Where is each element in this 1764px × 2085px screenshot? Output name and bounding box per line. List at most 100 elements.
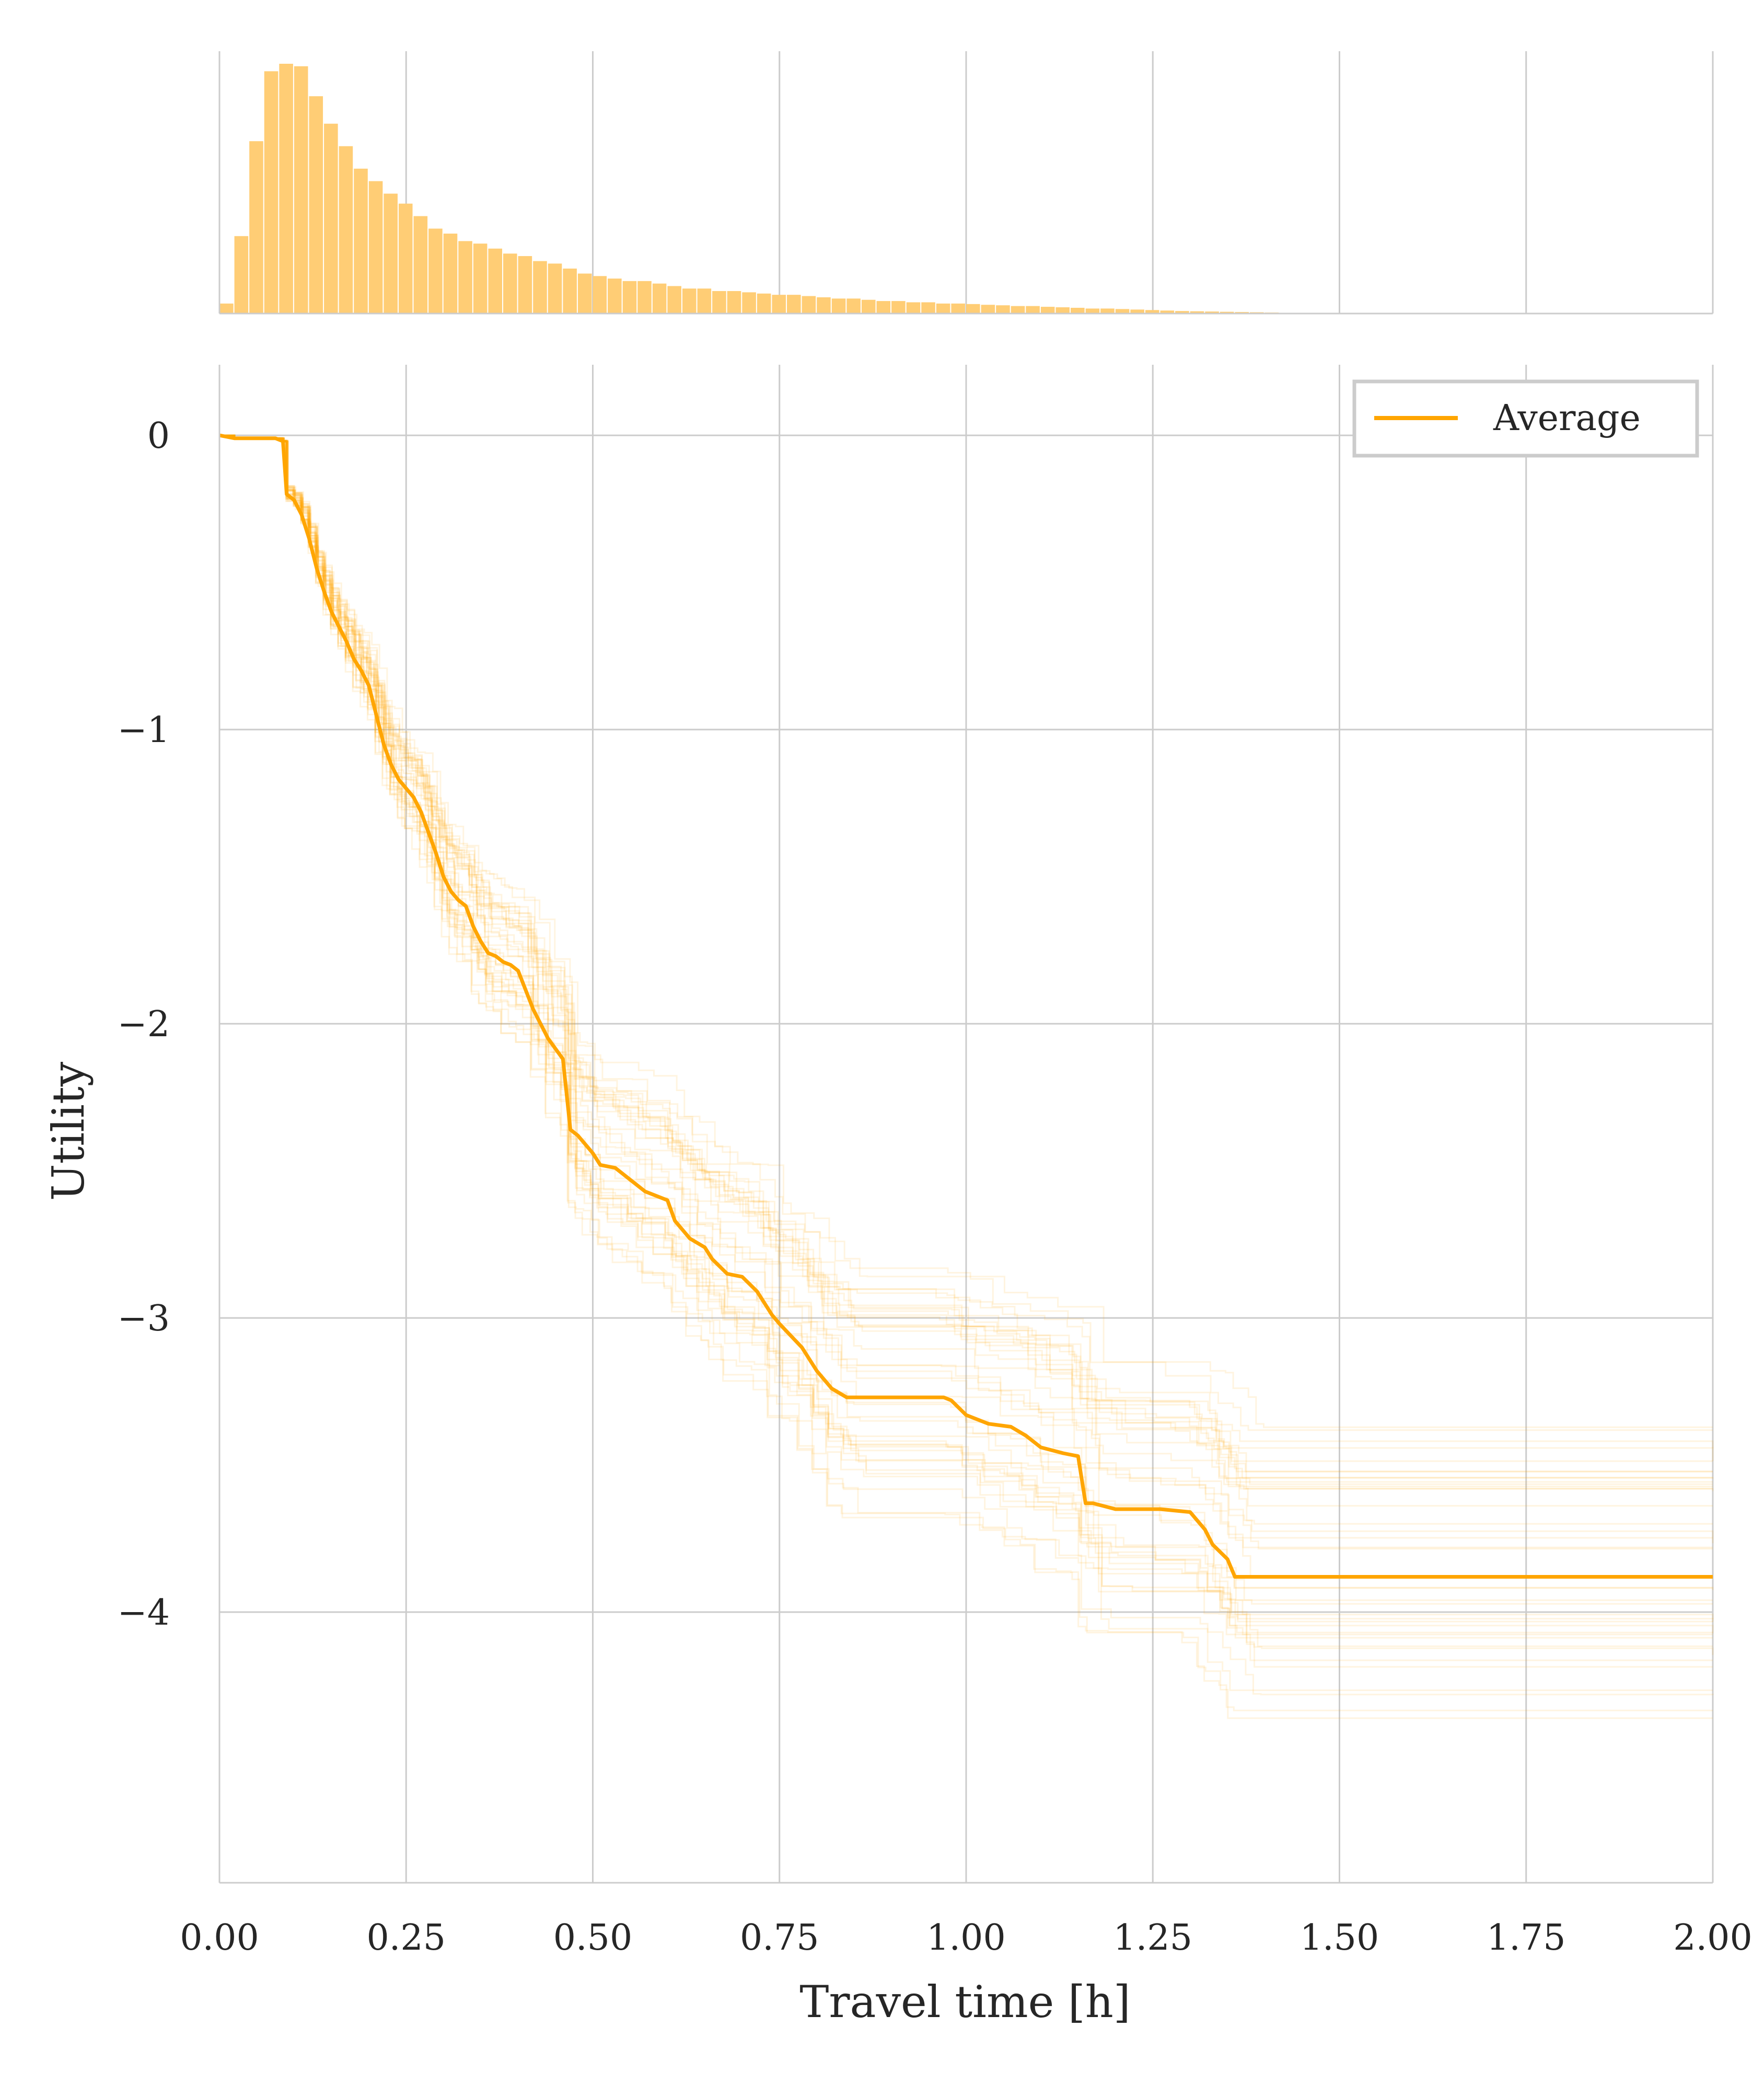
y-tick-labels: 0 −1 −2 −3 −4 [118,415,170,1634]
histogram-bar [398,203,413,314]
histogram-bar [697,288,712,314]
x-tick-label: 1.75 [1487,1917,1565,1959]
histogram-bar [503,253,517,314]
histogram-bar [249,141,263,314]
y-tick-label: 0 [147,415,170,457]
histogram-bar [234,236,249,314]
histogram-bar [428,228,443,314]
histogram-bar [577,273,592,314]
realization-line [219,434,1713,1711]
realization-line [219,434,1713,1488]
realization-line [219,434,1713,1483]
x-tick-labels: 0.00 0.25 0.50 0.75 1.00 1.25 1.50 1.75 2.00 [180,1917,1752,1959]
histogram-bar [727,291,741,314]
realization-line [219,434,1713,1719]
histogram-bar [518,256,532,314]
histogram-bar [563,268,577,314]
x-tick-label: 0.25 [367,1917,446,1959]
histogram-bar [1115,309,1130,314]
histogram-bar [324,123,338,314]
histogram-bar [921,302,935,314]
histogram-bar [951,303,965,314]
x-tick-label: 1.00 [926,1917,1005,1959]
histogram-bar [368,181,383,314]
histogram-bar [846,298,861,314]
realization-line [219,434,1714,1622]
histogram-bar [1220,311,1234,314]
y-axis-label: Utility [43,1061,94,1201]
histogram-bar [533,261,547,314]
histogram-bar [996,305,1010,314]
histogram-bar [861,299,876,314]
realization-line [219,434,1713,1473]
histogram-bar [473,244,488,314]
histogram-bar [384,193,398,314]
histogram-bar [1145,310,1159,314]
main-gridlines [218,365,1714,1883]
realization-line [219,434,1713,1489]
x-tick-label: 1.25 [1113,1917,1192,1959]
histogram-bar [712,291,726,314]
realization-line [219,434,1713,1473]
legend: Average [1352,379,1699,458]
realization-line [219,434,1714,1544]
histogram-bar [413,216,428,314]
histogram-bar [1071,308,1085,314]
histogram-bar [637,281,652,314]
histogram-bar [608,279,622,314]
realization-line [219,434,1713,1605]
histogram-bar [1205,311,1219,314]
x-tick-label: 2.00 [1673,1917,1752,1959]
realization-line [219,434,1713,1507]
realization-line [219,434,1713,1428]
realization-line [219,434,1713,1462]
histogram-bar [219,303,234,314]
realization-line [219,434,1714,1449]
realization-line [219,434,1713,1550]
histogram-bar [757,293,771,314]
histogram-bar [309,96,323,314]
y-tick-label: −2 [118,1004,170,1045]
histogram-bar [876,301,891,314]
realization-line [219,434,1714,1479]
histogram-bar [593,276,607,314]
histogram-bars [219,64,1368,314]
histogram-bar [936,303,950,314]
histogram-bar [443,234,458,314]
realization-line [219,434,1713,1539]
histogram-bar [458,241,472,314]
histogram-bar [1085,308,1100,314]
marginal-histogram [218,51,1714,315]
legend-average-label: Average [1493,398,1641,439]
histogram-bar [742,292,756,314]
histogram-bar [354,168,368,314]
x-axis-label: Travel time [h] [799,1976,1130,2028]
histogram-bar [279,64,293,314]
x-tick-label: 0.00 [180,1917,259,1959]
histogram-bar [1175,311,1189,314]
realization-line [219,434,1713,1478]
histogram-bar [1160,310,1175,314]
realization-line [219,434,1713,1548]
realization-line [219,434,1713,1485]
histogram-bar [1055,307,1070,314]
histogram-bar [682,288,697,314]
histogram-bar [981,305,995,314]
x-tick-label: 0.75 [740,1917,819,1959]
histogram-gridlines [218,51,1714,314]
histogram-bar [548,263,562,314]
realization-line [219,434,1713,1431]
average-line [219,433,1713,1579]
realization-line [219,434,1713,1601]
histogram-bar [966,304,980,314]
y-tick-label: −1 [118,710,170,751]
y-tick-label: −3 [118,1298,170,1339]
realization-line [219,434,1714,1590]
histogram-bar [891,301,906,314]
histogram-bar [264,71,278,314]
x-tick-label: 0.50 [553,1917,632,1959]
x-tick-label: 1.50 [1300,1917,1379,1959]
histogram-bar [652,283,667,314]
histogram-bar [622,281,637,314]
histogram-bar [488,248,503,314]
